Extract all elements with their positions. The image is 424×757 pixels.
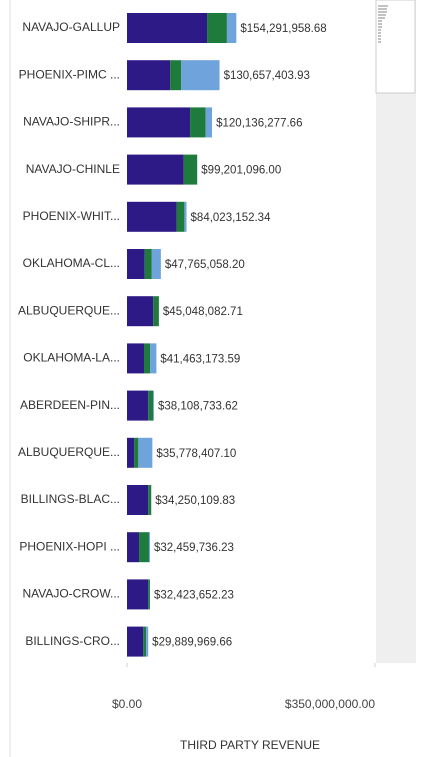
bar-segment xyxy=(139,532,149,563)
bar-segment xyxy=(184,201,187,232)
bar-segment xyxy=(153,390,154,421)
total-label: $99,201,096.00 xyxy=(201,165,281,177)
scrollbar-track[interactable] xyxy=(376,0,416,663)
bar-segment xyxy=(205,107,213,138)
total-label: $34,250,109.83 xyxy=(155,495,235,507)
bar-segment xyxy=(144,343,151,374)
x-axis-title: THIRD PARTY REVENUE xyxy=(180,738,320,752)
total-label: $38,108,733.62 xyxy=(158,401,238,413)
bar-segment xyxy=(148,390,154,421)
category-label: NAVAJO-GALLUP xyxy=(22,20,120,34)
total-label: $84,023,152.34 xyxy=(191,212,272,224)
bar-segment xyxy=(144,249,152,279)
total-label: $35,778,407.10 xyxy=(156,448,236,460)
bar-segment xyxy=(153,296,159,327)
category-label: OKLAHOMA-LA... xyxy=(23,351,120,365)
bar-segment xyxy=(127,60,171,91)
bar-segment xyxy=(127,579,149,610)
category-label: NAVAJO-CROW... xyxy=(22,587,120,601)
category-label: ABERDEEN-PIN... xyxy=(20,398,120,412)
total-label: $154,291,958.68 xyxy=(240,23,326,35)
bar-segment xyxy=(170,60,182,91)
category-label: NAVAJO-SHIPR... xyxy=(23,115,120,129)
bar-segment xyxy=(127,154,184,185)
category-label: PHOENIX-PIMC ... xyxy=(19,67,120,81)
total-label: $41,463,173.59 xyxy=(160,353,240,365)
bar-segment xyxy=(138,437,153,468)
bar-segment xyxy=(148,485,152,515)
bar-segment xyxy=(127,249,145,279)
total-label: $29,889,969.66 xyxy=(152,637,232,649)
bar-segment xyxy=(207,13,227,43)
bar-segment xyxy=(151,249,161,279)
bar-segment xyxy=(148,579,150,610)
bar-segment xyxy=(146,626,149,657)
bar-segment xyxy=(127,13,208,43)
x-tick-label: $0.00 xyxy=(112,697,142,711)
minimap xyxy=(378,5,388,43)
bar-segment xyxy=(190,107,206,138)
category-label: PHOENIX-WHIT... xyxy=(23,209,120,223)
bar-segment xyxy=(127,390,149,421)
bar-segment xyxy=(181,60,220,91)
bar-segment xyxy=(176,201,185,232)
bar-segment xyxy=(127,626,144,657)
total-label: $32,423,652.23 xyxy=(154,589,234,601)
bar-segment xyxy=(127,437,135,468)
category-label: ALBUQUERQUE... xyxy=(18,303,120,317)
category-label: BILLINGS-BLAC... xyxy=(21,492,120,506)
bar-segment xyxy=(127,107,191,138)
bar-segment xyxy=(150,343,157,374)
bar-segment xyxy=(127,343,145,374)
bar-segment xyxy=(226,13,237,43)
bar-segment xyxy=(127,201,177,232)
bar-segment xyxy=(127,296,154,327)
total-label: $120,136,277.66 xyxy=(216,117,302,129)
scrollbar-thumb[interactable] xyxy=(375,0,416,94)
bar-segment xyxy=(127,485,149,515)
category-label: NAVAJO-CHINLE xyxy=(26,162,120,176)
total-label: $130,657,403.93 xyxy=(224,70,310,82)
bar-segment xyxy=(143,626,147,657)
total-label: $32,459,736.23 xyxy=(154,542,234,554)
bar-segment xyxy=(183,154,198,185)
x-tick-label: $350,000,000.00 xyxy=(285,697,375,711)
category-label: OKLAHOMA-CL... xyxy=(23,256,120,270)
category-label: ALBUQUERQUE... xyxy=(18,445,120,459)
total-label: $47,765,058.20 xyxy=(165,259,245,271)
total-label: $45,048,082.71 xyxy=(163,306,243,318)
category-label: PHOENIX-HOPI ... xyxy=(19,539,120,553)
bar-segment xyxy=(134,437,139,468)
category-label: BILLINGS-CRO... xyxy=(25,634,120,648)
bar-segment xyxy=(148,532,151,563)
bar-segment xyxy=(127,532,140,563)
